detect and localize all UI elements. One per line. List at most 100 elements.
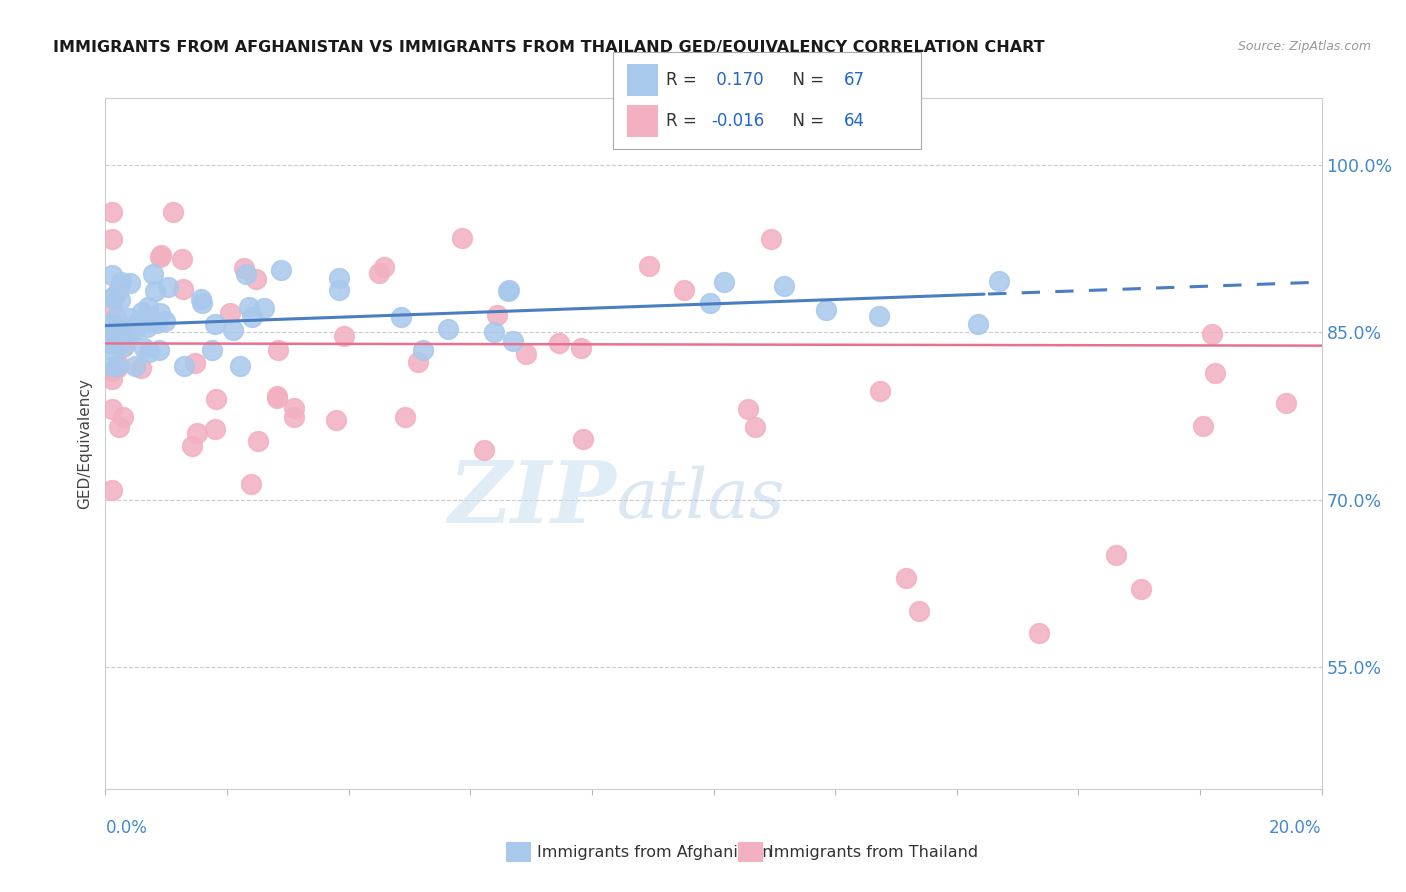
Point [114,339,136,353]
Point [100,291,122,305]
Point [104,310,127,324]
Text: R =: R = [666,70,703,88]
Point [131,305,153,319]
Point [325,413,347,427]
Point [100,401,122,416]
Point [333,329,356,343]
Point [156,280,179,294]
Point [412,343,434,357]
Point [112,340,135,354]
Point [100,371,122,385]
Point [451,230,474,244]
Text: 64: 64 [844,112,865,130]
Point [118,276,141,290]
Point [129,361,152,376]
Point [498,284,520,298]
Point [219,306,242,320]
Point [150,248,173,262]
Point [118,310,141,325]
Point [868,309,890,323]
Point [201,343,224,357]
Point [105,359,128,373]
Point [266,391,288,405]
Point [222,323,245,337]
Text: N =: N = [782,70,830,88]
Point [713,275,735,289]
Point [100,336,122,351]
Text: 67: 67 [844,70,865,88]
Point [737,402,759,417]
Point [266,389,288,403]
Point [191,296,214,310]
Point [105,361,128,376]
Point [118,327,141,342]
Point [134,341,156,355]
Y-axis label: GED/Equivalency: GED/Equivalency [77,378,93,509]
Point [245,272,267,286]
Point [124,323,146,337]
Point [108,293,131,307]
Point [172,282,194,296]
Text: Immigrants from Afghanistan: Immigrants from Afghanistan [537,846,772,860]
Point [744,419,766,434]
Point [100,334,122,348]
Point [1192,419,1215,434]
Point [1129,582,1152,596]
Text: Immigrants from Thailand: Immigrants from Thailand [769,846,979,860]
Point [242,310,264,325]
Point [232,260,254,275]
Point [184,356,207,370]
Point [1201,327,1223,342]
Text: -0.016: -0.016 [711,112,765,130]
Point [240,477,263,491]
Point [124,359,146,373]
Point [111,410,134,425]
Point [146,316,169,330]
Point [204,318,226,332]
Point [253,301,276,315]
Point [143,284,166,298]
Point [502,334,524,348]
Point [100,364,122,378]
Point [100,359,122,373]
Point [100,333,122,347]
Point [190,293,212,307]
Point [283,409,305,424]
Point [267,343,290,357]
Point [141,314,163,328]
Point [162,205,184,219]
Point [761,232,783,246]
Point [389,310,412,324]
Point [270,263,292,277]
Point [238,301,260,315]
Point [100,268,122,283]
Point [149,305,172,319]
Point [186,426,208,441]
Point [1275,396,1298,410]
Point [103,327,125,342]
Point [100,301,122,316]
Point [100,328,122,343]
Point [283,401,305,416]
Point [373,260,395,274]
Point [229,359,252,373]
Point [368,266,391,280]
Point [328,270,350,285]
Point [103,288,125,302]
Point [699,296,721,310]
Point [673,284,696,298]
Point [149,250,172,264]
Point [136,300,159,314]
Point [773,279,796,293]
Point [482,325,505,339]
Point [115,324,138,338]
Point [107,359,129,373]
Point [110,323,132,337]
Point [103,343,125,358]
Text: 0.170: 0.170 [711,70,763,88]
Point [406,355,429,369]
Point [155,314,177,328]
Point [205,392,228,406]
Point [136,320,159,334]
Point [486,308,509,322]
